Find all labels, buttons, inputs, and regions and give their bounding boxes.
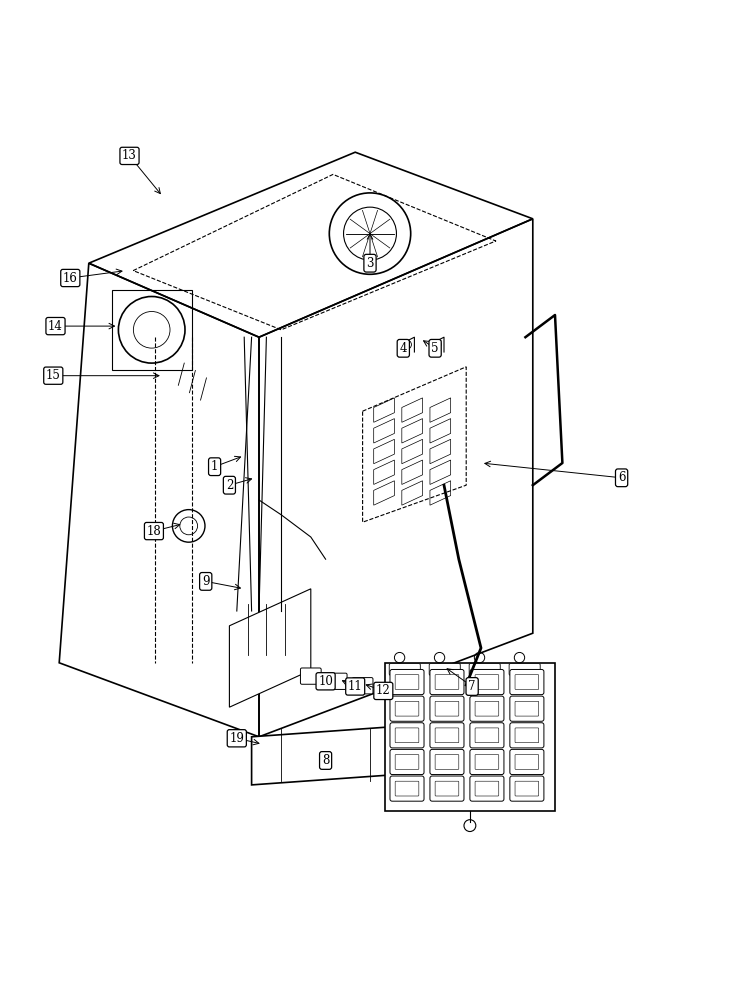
FancyBboxPatch shape bbox=[470, 749, 504, 775]
Polygon shape bbox=[229, 589, 311, 707]
Text: 15: 15 bbox=[46, 369, 61, 382]
FancyBboxPatch shape bbox=[470, 696, 504, 721]
Text: 11: 11 bbox=[348, 680, 363, 693]
Text: 4: 4 bbox=[400, 342, 407, 355]
Text: 12: 12 bbox=[376, 684, 391, 697]
FancyBboxPatch shape bbox=[430, 776, 464, 801]
FancyBboxPatch shape bbox=[352, 678, 373, 694]
Text: 18: 18 bbox=[147, 525, 161, 538]
Text: 2: 2 bbox=[226, 479, 233, 492]
Text: 10: 10 bbox=[318, 675, 333, 688]
FancyBboxPatch shape bbox=[470, 669, 504, 695]
FancyBboxPatch shape bbox=[510, 749, 544, 775]
FancyBboxPatch shape bbox=[430, 696, 464, 721]
FancyBboxPatch shape bbox=[389, 664, 420, 675]
FancyBboxPatch shape bbox=[470, 723, 504, 748]
Text: 19: 19 bbox=[229, 732, 244, 745]
FancyBboxPatch shape bbox=[510, 723, 544, 748]
FancyBboxPatch shape bbox=[390, 669, 424, 695]
FancyBboxPatch shape bbox=[390, 749, 424, 775]
FancyBboxPatch shape bbox=[390, 696, 424, 721]
Text: 6: 6 bbox=[618, 471, 625, 484]
FancyBboxPatch shape bbox=[510, 696, 544, 721]
FancyBboxPatch shape bbox=[300, 668, 321, 684]
Text: 9: 9 bbox=[202, 575, 209, 588]
Text: 5: 5 bbox=[431, 342, 439, 355]
Polygon shape bbox=[252, 726, 407, 785]
Text: 3: 3 bbox=[366, 257, 374, 270]
Text: 13: 13 bbox=[122, 149, 137, 162]
FancyBboxPatch shape bbox=[510, 776, 544, 801]
Text: 1: 1 bbox=[211, 460, 218, 473]
FancyBboxPatch shape bbox=[510, 669, 544, 695]
Text: 8: 8 bbox=[322, 754, 329, 767]
Circle shape bbox=[172, 510, 205, 542]
FancyBboxPatch shape bbox=[509, 664, 540, 675]
FancyBboxPatch shape bbox=[430, 669, 464, 695]
FancyBboxPatch shape bbox=[430, 723, 464, 748]
Text: 16: 16 bbox=[63, 271, 78, 284]
FancyBboxPatch shape bbox=[385, 663, 555, 811]
FancyBboxPatch shape bbox=[390, 776, 424, 801]
FancyBboxPatch shape bbox=[430, 749, 464, 775]
Text: 7: 7 bbox=[468, 680, 476, 693]
FancyBboxPatch shape bbox=[326, 673, 347, 689]
FancyBboxPatch shape bbox=[390, 723, 424, 748]
Text: 14: 14 bbox=[48, 320, 63, 333]
FancyBboxPatch shape bbox=[470, 776, 504, 801]
FancyBboxPatch shape bbox=[469, 664, 500, 675]
FancyBboxPatch shape bbox=[429, 664, 460, 675]
